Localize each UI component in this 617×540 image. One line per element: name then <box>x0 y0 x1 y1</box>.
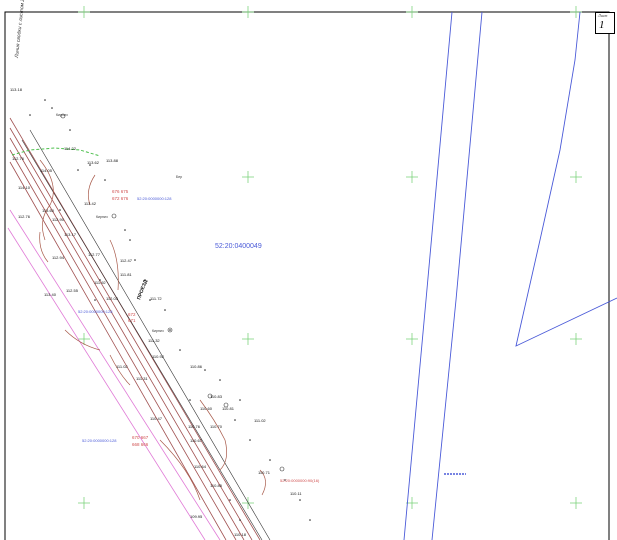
magenta-line-2 <box>7 227 206 540</box>
elevation-label: 110.64 <box>194 464 207 469</box>
elevation-label: 113.60 <box>42 208 55 213</box>
elevation-label: 111.92 <box>94 280 106 285</box>
grid-cross <box>406 497 418 509</box>
elevation-label: 110.86 <box>190 364 203 369</box>
elevation-label: 114.05 <box>40 168 53 173</box>
road-corridor <box>9 117 261 540</box>
elevation-label: 110.11 <box>290 491 302 496</box>
elevation-label: 110.47 <box>150 416 163 421</box>
elevation-label: 111.81 <box>120 272 132 277</box>
tree-symbol <box>279 466 285 472</box>
elevation-label: 112.55 <box>66 288 79 293</box>
grid-cross <box>406 6 418 18</box>
red-coord: 672 676 <box>112 196 129 201</box>
road-centerlines <box>21 129 271 540</box>
elevation-label: 110.76 <box>188 424 201 429</box>
elevation-label: 112.47 <box>120 258 133 263</box>
elevation-label: 111.02 <box>116 364 128 369</box>
elevation-label: 111.31 <box>136 376 148 381</box>
red-coord: 671 <box>128 318 136 323</box>
tree-note: Бер <box>176 175 182 179</box>
fence-note: Кирпич <box>56 113 68 117</box>
red-coord: 668 666 <box>132 442 149 447</box>
elevation-label: 110.83 <box>210 394 223 399</box>
elevation-label: 111.72 <box>150 296 162 301</box>
elevation-label: 110.71 <box>258 470 271 475</box>
elevation-label: 113.18 <box>10 87 23 92</box>
contour-curves <box>39 159 266 501</box>
tree-symbol <box>111 213 117 219</box>
elevation-label: 112.03 <box>106 296 119 301</box>
elevation-label: 112.90 <box>52 217 65 222</box>
grid-cross <box>78 6 90 18</box>
grid-cross <box>242 333 254 345</box>
red-coord: 676 675 <box>112 189 129 194</box>
elevation-label: 111.32 <box>148 338 160 343</box>
sheet-label: Лист <box>598 13 608 18</box>
elevation-label: 113.40 <box>44 292 57 297</box>
elevation-label: 113.42 <box>84 201 97 206</box>
tree-symbol <box>167 327 173 333</box>
tree-symbol <box>223 402 229 408</box>
elevation-label: 114.10 <box>18 185 31 190</box>
elevation-label: 111.02 <box>254 418 266 423</box>
parcel-label-128-mid: 52:20:0000000:128 <box>78 309 113 314</box>
map-symbols <box>60 113 285 472</box>
elevation-label: 112.94 <box>52 255 65 260</box>
elevation-label: 110.85 <box>210 483 223 488</box>
elevation-label: 110.60 <box>200 406 213 411</box>
elevation-label: 109.95 <box>190 514 203 519</box>
elevation-label: 110.92 <box>152 354 165 359</box>
grid-cross <box>570 171 582 183</box>
elevation-label: 110.18 <box>234 532 247 537</box>
parcel-label-main: 52:20:0400049 <box>215 243 262 250</box>
elevation-label: 113.17 <box>64 232 77 237</box>
magenta-line-1 <box>9 209 221 540</box>
grid-cross <box>570 6 582 18</box>
grid-cross <box>570 333 582 345</box>
elevation-label: 114.22 <box>64 146 77 151</box>
elevation-label: 110.70 <box>210 424 223 429</box>
elevation-label: 112.76 <box>18 214 31 219</box>
grid-cross <box>406 171 418 183</box>
elevation-label: 113.88 <box>106 158 119 163</box>
parcel-boundaries-magenta <box>7 209 221 540</box>
boundary-line-east <box>515 11 617 347</box>
tree-symbol <box>60 113 66 119</box>
fence-note: Кирпич <box>152 329 164 333</box>
map-frame <box>4 11 610 540</box>
fence-note: Кирпич <box>96 215 108 219</box>
parcel-label-128-bottom: 52:20:0000000:128 <box>82 438 117 443</box>
frame-note: Линия сводки с листом 2 <box>14 0 26 59</box>
road-label: ПРОЕЗД <box>136 279 149 301</box>
sheet-number-box: Лист 1 <box>595 12 615 34</box>
survey-points <box>29 99 311 521</box>
grid-cross <box>242 6 254 18</box>
elevation-label: 110.67 <box>190 438 203 443</box>
grid-crosses <box>78 6 582 509</box>
boundary-line-left <box>403 11 453 540</box>
red-coord: 670 667 <box>132 435 149 440</box>
elevation-label: 112.76 <box>12 156 25 161</box>
elevation-label: 110.81 <box>222 406 235 411</box>
grid-cross <box>406 333 418 345</box>
grid-cross <box>242 171 254 183</box>
sheet-number: 1 <box>599 19 605 31</box>
elevation-label: 112.77 <box>88 252 101 257</box>
parcel-label-128-top: 52:20:0000000:128 <box>137 196 172 201</box>
parcel-label-90: 52:20:0000000:90(16) <box>280 478 320 483</box>
grid-cross <box>570 497 582 509</box>
boundary-line-right <box>431 11 483 540</box>
parcel-boundaries-blue <box>403 11 617 540</box>
grid-cross <box>78 497 90 509</box>
elevation-label: 113.62 <box>87 160 100 165</box>
red-coord: 672 <box>128 312 136 317</box>
tree-symbol <box>207 393 213 399</box>
green-fence-line <box>11 147 101 157</box>
elevation-labels: 114.22 113.88 114.05 113.62 114.10 113.4… <box>10 87 302 537</box>
grid-cross <box>78 333 90 345</box>
